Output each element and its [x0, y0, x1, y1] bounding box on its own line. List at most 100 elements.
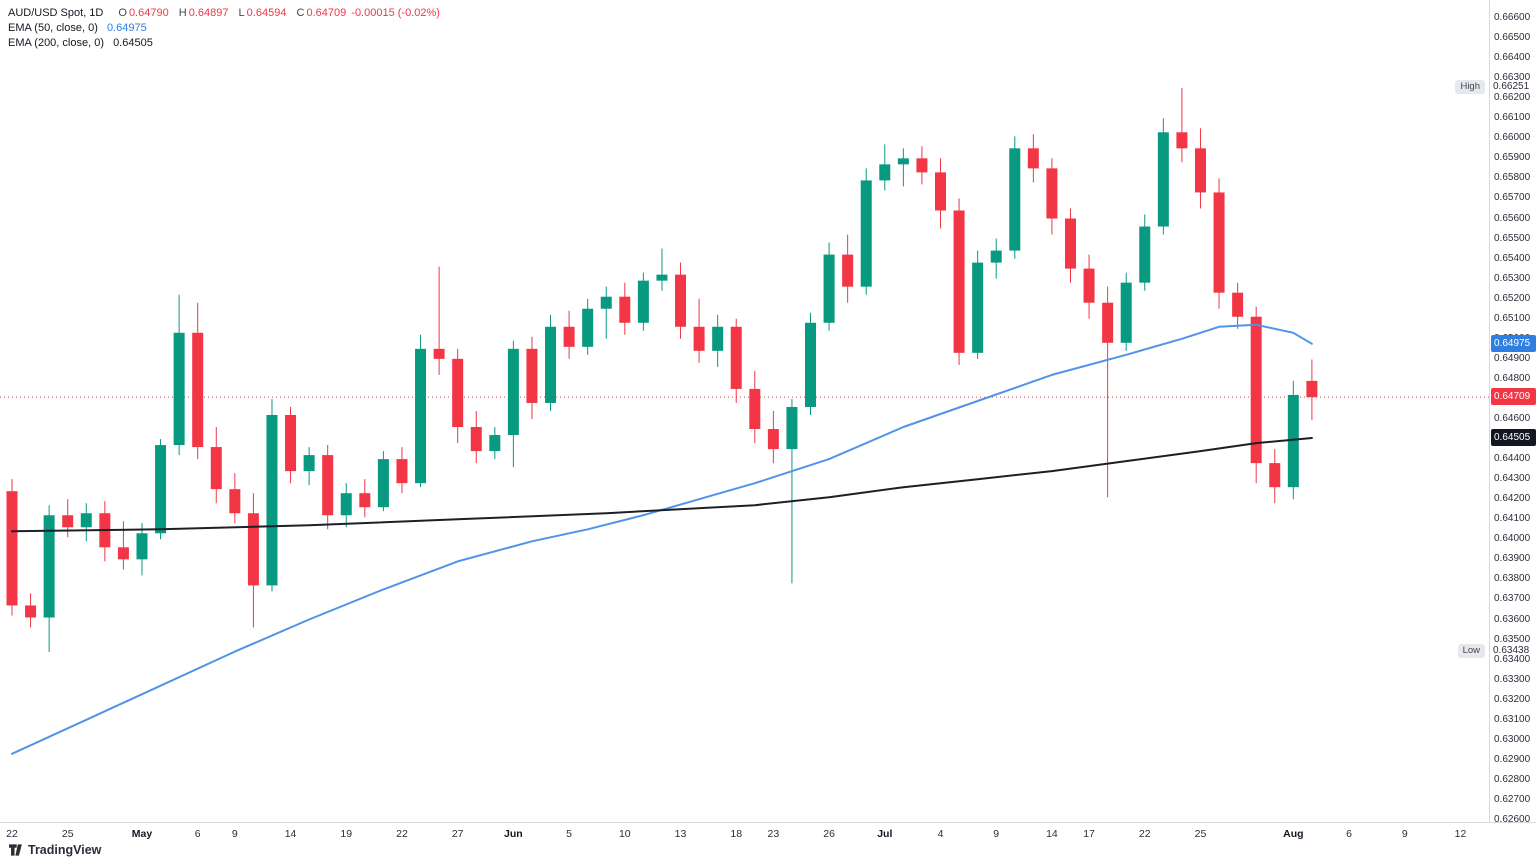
indicator-ema50[interactable]: EMA (50, close, 0) 0.64975 [8, 21, 442, 35]
candle[interactable] [1083, 268, 1095, 303]
candle[interactable] [693, 326, 705, 351]
time-tick: 4 [937, 828, 944, 840]
candle[interactable] [1064, 218, 1076, 269]
candle[interactable] [637, 280, 649, 323]
candle[interactable] [712, 326, 724, 351]
low-label-legend: L [238, 7, 245, 19]
candle[interactable] [43, 515, 55, 618]
candle[interactable] [136, 533, 148, 560]
candle[interactable] [303, 455, 315, 472]
chart-plot-area[interactable]: AUD/USD Spot, 1D O 0.64790 H 0.64897 L 0.64… [0, 0, 1489, 822]
candle[interactable] [229, 489, 241, 514]
candle[interactable] [823, 254, 835, 323]
candle[interactable] [1046, 168, 1058, 219]
time-tick: 6 [1346, 828, 1352, 840]
price-tick: 0.62900 [1494, 753, 1531, 765]
candle[interactable] [452, 358, 464, 428]
candlestick-chart[interactable] [0, 0, 1489, 822]
candle[interactable] [879, 164, 891, 181]
candle[interactable] [489, 435, 501, 452]
candle[interactable] [6, 491, 18, 606]
time-tick: 6 [194, 828, 201, 840]
candle[interactable] [117, 547, 129, 560]
time-tick: 23 [767, 828, 780, 840]
candle[interactable] [582, 308, 594, 347]
candle[interactable] [1250, 316, 1262, 464]
candle[interactable] [1306, 380, 1318, 398]
candle[interactable] [842, 254, 854, 287]
ema50-price-badge[interactable]: 0.64975 [1491, 334, 1536, 352]
tradingview-logo[interactable]: TradingView [9, 843, 101, 857]
candle[interactable] [860, 180, 872, 287]
candle[interactable] [935, 172, 946, 211]
time-axis[interactable]: 22 25 May 6 9 14 19 22 27 Jun 5 10 13 18 23 26 Jul 4 9 14 17… [0, 822, 1536, 847]
candle[interactable] [656, 274, 668, 281]
candle[interactable] [786, 406, 798, 450]
candle[interactable] [749, 388, 761, 430]
candle[interactable] [507, 348, 519, 436]
price-tick: 0.64000 [1494, 533, 1531, 545]
candle[interactable] [173, 332, 185, 446]
indicator-ema200[interactable]: EMA (200, close, 0) 0.64505 [8, 36, 442, 50]
candle[interactable] [285, 414, 297, 472]
candle[interactable] [396, 459, 408, 484]
candle[interactable] [155, 445, 167, 534]
candle[interactable] [62, 515, 74, 528]
ema200-price-badge[interactable]: 0.64505 [1491, 429, 1536, 447]
candle[interactable] [377, 459, 389, 508]
candle[interactable] [953, 210, 965, 353]
candle[interactable] [322, 455, 334, 516]
candle[interactable] [619, 296, 631, 323]
time-tick: 25 [61, 828, 74, 840]
candle[interactable] [675, 274, 687, 327]
candle[interactable] [600, 296, 612, 309]
price-axis[interactable]: 0.66600 0.66500 0.66400 0.66300 0.66200 0.661… [1489, 0, 1536, 825]
price-tick: 0.63600 [1494, 613, 1531, 625]
price-tick: 0.65400 [1494, 252, 1531, 264]
candle[interactable] [730, 326, 742, 389]
candle[interactable] [1027, 148, 1039, 169]
candle[interactable] [359, 493, 371, 508]
candle[interactable] [80, 513, 92, 528]
candle[interactable] [1009, 148, 1021, 251]
candle[interactable] [1157, 132, 1169, 227]
candle[interactable] [340, 493, 352, 516]
candle[interactable] [266, 414, 278, 586]
candle[interactable] [990, 250, 1002, 263]
candle[interactable] [433, 348, 445, 359]
ema-200-line[interactable] [11, 437, 1313, 533]
candle[interactable] [210, 447, 222, 490]
candle[interactable] [767, 429, 779, 450]
time-tick: 14 [1046, 828, 1058, 840]
last-price-badge[interactable]: 0.64709 [1491, 388, 1536, 406]
candle[interactable] [916, 158, 928, 173]
candle[interactable] [972, 262, 984, 353]
symbol-title[interactable]: AUD/USD Spot, 1D [8, 7, 104, 19]
candle[interactable] [470, 427, 482, 452]
candle[interactable] [897, 158, 909, 165]
candle[interactable] [1176, 132, 1188, 149]
candle[interactable] [1120, 282, 1132, 343]
candle[interactable] [805, 322, 817, 407]
candle[interactable] [247, 513, 259, 586]
high-value: 0.64897 [188, 7, 229, 19]
candle[interactable] [1269, 463, 1281, 488]
candle[interactable] [563, 326, 575, 347]
candle[interactable] [1194, 148, 1206, 193]
price-tick: 0.66200 [1494, 92, 1531, 104]
candle[interactable] [1232, 292, 1244, 317]
candle[interactable] [545, 326, 557, 403]
candle[interactable] [25, 605, 37, 618]
ema-50-line[interactable] [11, 323, 1313, 755]
candle[interactable] [526, 348, 538, 403]
candle[interactable] [1139, 226, 1151, 283]
candle[interactable] [1213, 192, 1225, 293]
price-tick: 0.62600 [1494, 814, 1531, 825]
candle[interactable] [192, 332, 204, 448]
candle[interactable] [1102, 302, 1114, 343]
low-label-value: 0.63438 [1493, 645, 1530, 657]
price-tick: 0.64200 [1494, 493, 1531, 505]
candle[interactable] [1287, 394, 1299, 488]
candle[interactable] [415, 348, 427, 484]
